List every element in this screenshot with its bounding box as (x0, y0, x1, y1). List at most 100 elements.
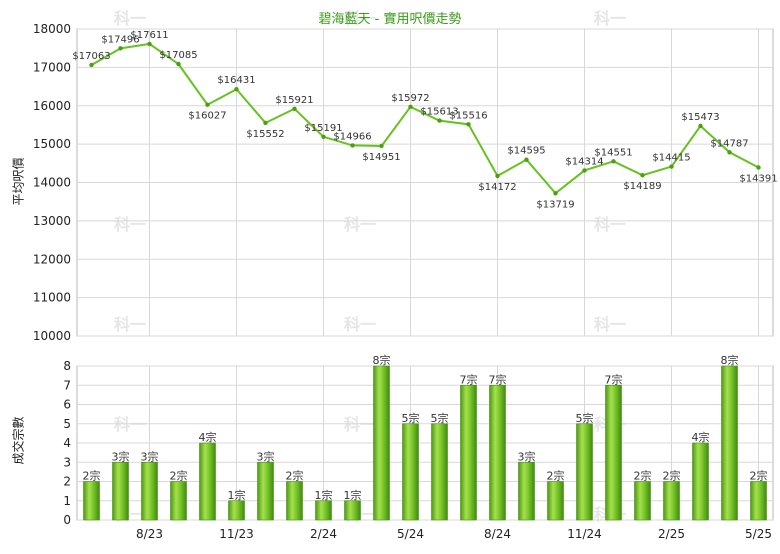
bar (750, 481, 767, 521)
line-point (321, 134, 326, 139)
bar-data-label: 2宗 (83, 469, 101, 483)
watermark-text: 科一 (344, 215, 376, 234)
line-data-label: $16027 (188, 111, 226, 122)
bar (460, 384, 477, 521)
bar-data-label: 3宗 (257, 449, 275, 463)
bar-data-label: 1宗 (228, 488, 246, 502)
line-y-tick-label: 12000 (33, 252, 71, 266)
bar-data-label: 7宗 (489, 372, 507, 386)
bar-data-label: 4宗 (199, 430, 217, 444)
x-tick-label: 5/25 (745, 527, 772, 541)
bar-y-tick-label: 8 (63, 359, 71, 373)
line-data-label: $14314 (565, 156, 603, 167)
bar-data-label: 8宗 (721, 353, 739, 367)
bar-data-label: 7宗 (605, 372, 623, 386)
line-point (669, 164, 674, 169)
bar-y-tick-label: 6 (63, 398, 71, 412)
line-y-tick-label: 14000 (33, 176, 71, 190)
line-series (91, 42, 759, 195)
bar-y-tick-label: 3 (63, 455, 71, 469)
bar (83, 481, 100, 521)
line-point (640, 173, 645, 178)
bar-y-tick-label: 5 (63, 417, 71, 431)
line-y-tick-label: 11000 (33, 291, 71, 305)
bar-data-label: 2宗 (286, 469, 304, 483)
x-tick-label: 11/23 (219, 527, 254, 541)
line-point (553, 191, 558, 196)
bar (199, 442, 216, 521)
x-tick-label: 2/24 (310, 527, 337, 541)
bar-data-label: 5宗 (402, 411, 420, 425)
bar (605, 384, 622, 521)
watermark-text: 科一 (114, 215, 146, 234)
line-y-tick-label: 10000 (33, 329, 71, 343)
bar-data-label: 3宗 (112, 449, 130, 463)
line-y-tick-label: 16000 (33, 99, 71, 113)
bar (257, 461, 274, 521)
bar-data-label: 5宗 (431, 411, 449, 425)
bar (141, 461, 158, 521)
line-data-label: $14189 (623, 181, 661, 192)
bar (373, 365, 390, 521)
line-point (292, 106, 297, 111)
line-point (118, 46, 123, 51)
bar (170, 481, 187, 521)
bar-y-tick-label: 4 (63, 436, 71, 450)
line-data-label: $15473 (681, 112, 719, 123)
line-point (176, 61, 181, 67)
bar-data-label: 5宗 (576, 411, 594, 425)
watermark-text: 科一 (344, 315, 376, 334)
bar (547, 481, 564, 521)
bar (518, 461, 535, 521)
line-point (698, 123, 703, 129)
bar-data-label: 4宗 (692, 430, 710, 444)
line-data-label: $17085 (159, 50, 197, 61)
line-point (263, 120, 268, 126)
line-y-tick-label: 18000 (33, 22, 71, 36)
line-data-label: $17063 (72, 51, 110, 62)
line-y-tick-label: 15000 (33, 137, 71, 151)
line-data-label: $14391 (739, 173, 777, 184)
watermark-text: 科一 (114, 415, 146, 434)
line-point (466, 122, 471, 127)
bar-data-label: 2宗 (663, 469, 681, 483)
watermark-text: 科一 (344, 415, 376, 434)
watermark-text: 科一 (594, 215, 626, 234)
line-data-label: $14172 (478, 182, 516, 193)
bar-data-label: 3宗 (518, 449, 536, 463)
x-tick-label: 8/23 (136, 527, 163, 541)
x-tick-label: 11/24 (567, 527, 602, 541)
x-tick-label: 2/25 (658, 527, 685, 541)
line-point (350, 143, 355, 148)
bar (692, 442, 709, 521)
line-data-label: $14951 (362, 152, 400, 163)
line-data-label: $15613 (420, 107, 458, 118)
line-point (234, 87, 239, 92)
line-point (408, 104, 413, 110)
line-data-label: $15552 (246, 129, 284, 140)
line-data-label: $16431 (217, 75, 255, 86)
bar-y-tick-label: 1 (63, 494, 71, 508)
line-point (89, 62, 94, 68)
line-point (524, 157, 529, 162)
watermark-text: 科一 (344, 9, 376, 28)
bar (112, 461, 129, 521)
x-tick-label: 8/24 (484, 527, 511, 541)
bar (663, 481, 680, 521)
bar-data-label: 1宗 (344, 488, 362, 502)
line-data-label: $14415 (652, 153, 690, 164)
bar (489, 384, 506, 521)
chart-title: 碧海藍天 - 實用呎價走勢 (318, 12, 462, 27)
line-data-label: $14595 (507, 146, 545, 157)
bar-y-tick-label: 0 (63, 513, 71, 527)
line-y-tick-label: 13000 (33, 214, 71, 228)
watermark-text: 科一 (594, 9, 626, 28)
line-point (437, 118, 442, 123)
bar (344, 500, 361, 521)
line-y-axis-label: 平均呎價 (11, 157, 26, 206)
line-data-label: $14551 (594, 147, 632, 158)
line-data-label: $17496 (101, 34, 139, 45)
line-point (205, 102, 210, 107)
